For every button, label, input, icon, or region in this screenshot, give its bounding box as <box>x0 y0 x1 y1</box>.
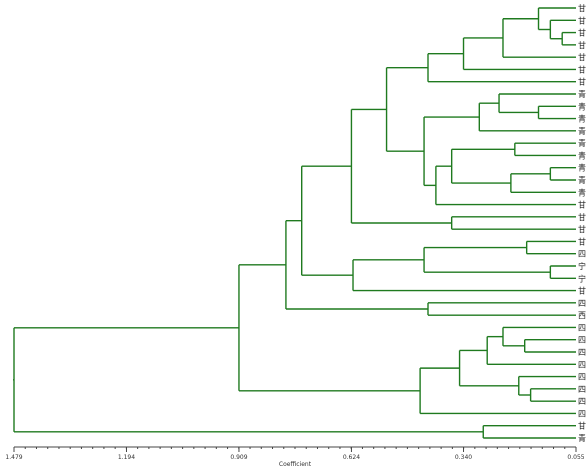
leaf-label: 甘 <box>578 77 586 87</box>
tick-label: 0.340 <box>455 454 472 461</box>
leaf-label: 甘 <box>578 40 586 50</box>
leaf-label: 四 <box>578 373 586 382</box>
leaf-label: 青 <box>578 163 586 173</box>
leaf-label: 青 <box>578 138 586 148</box>
leaf-label: 甘 <box>578 236 586 246</box>
leaf-label: 四 <box>578 385 586 394</box>
leaf-label: 青 <box>578 150 586 160</box>
leaf-label: 青 <box>578 187 586 197</box>
leaf-label: 甘 <box>578 64 586 74</box>
leaf-label: 宁 <box>578 273 586 283</box>
leaf-label: 甘 <box>578 28 586 38</box>
leaf-label: 宁 <box>578 261 586 271</box>
leaf-label: 四 <box>578 360 586 369</box>
leaf-label: 甘 <box>578 15 586 25</box>
leaf-label: 甘 <box>578 421 586 431</box>
tick-label: 0.624 <box>343 454 360 461</box>
leaf-label: 青 <box>578 433 586 443</box>
leaf-label: 甘 <box>578 52 586 62</box>
leaf-label: 青 <box>578 175 586 185</box>
leaf-label: 甘 <box>578 200 586 210</box>
leaf-label: 青 <box>578 114 586 124</box>
leaf-label: 甘 <box>578 212 586 222</box>
leaf-label: 四 <box>578 397 586 406</box>
leaf-label: 四 <box>578 336 586 345</box>
tick-label: 0.909 <box>230 454 247 461</box>
leaf-label: 青 <box>578 126 586 136</box>
axis-title: Coefficient <box>279 461 312 468</box>
leaf-label: 四 <box>578 348 586 357</box>
leaf-label: 四 <box>578 323 586 332</box>
leaf-label: 甘 <box>578 3 586 13</box>
leaf-label: 青 <box>578 101 586 111</box>
tick-label: 1.479 <box>5 454 22 461</box>
leaf-label: 西 <box>578 311 586 320</box>
leaf-label: 四 <box>578 299 586 308</box>
leaf-label: 甘 <box>578 286 586 296</box>
tick-label: 1.194 <box>118 454 135 461</box>
leaf-label: 四 <box>578 250 586 259</box>
tick-label: 0.055 <box>567 454 584 461</box>
coefficient-axis: 1.479 1.194 0.909 0.624 0.340 0.055 <box>5 446 585 461</box>
leaf-label: 四 <box>578 409 586 418</box>
dendrogram-branches <box>13 7 576 439</box>
leaf-label: 甘 <box>578 224 586 234</box>
leaf-label: 青 <box>578 89 586 99</box>
